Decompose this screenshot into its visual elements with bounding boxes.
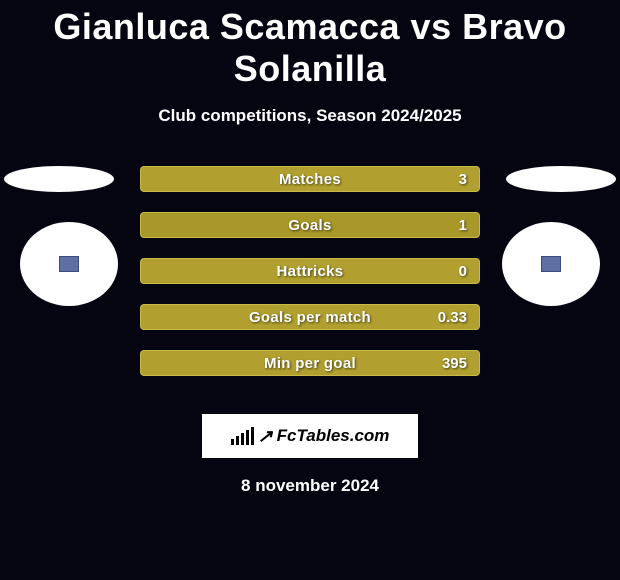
stat-value: 0.33	[438, 305, 467, 329]
stat-label: Matches	[141, 167, 479, 191]
logo-arrow-icon: ↗	[258, 426, 273, 447]
fctables-logo: ↗ FcTables.com	[202, 414, 418, 458]
stat-bar: Hattricks0	[140, 258, 480, 284]
date-label: 8 november 2024	[0, 476, 620, 496]
player-right-avatar	[502, 222, 600, 306]
stat-label: Min per goal	[141, 351, 479, 375]
stat-value: 0	[459, 259, 467, 283]
stat-value: 3	[459, 167, 467, 191]
placeholder-icon	[59, 256, 79, 272]
stat-value: 1	[459, 213, 467, 237]
page-title: Gianluca Scamacca vs Bravo Solanilla	[0, 0, 620, 90]
stat-bar: Matches3	[140, 166, 480, 192]
placeholder-icon	[541, 256, 561, 272]
stat-bar: Min per goal395	[140, 350, 480, 376]
logo-bars-icon	[231, 427, 254, 445]
stat-value: 395	[442, 351, 467, 375]
stat-label: Goals per match	[141, 305, 479, 329]
stats-bars: Matches3Goals1Hattricks0Goals per match0…	[140, 166, 480, 376]
stat-bar: Goals1	[140, 212, 480, 238]
player-left-base-ellipse	[4, 166, 114, 192]
compare-area: Matches3Goals1Hattricks0Goals per match0…	[0, 166, 620, 396]
stat-label: Goals	[141, 213, 479, 237]
subtitle: Club competitions, Season 2024/2025	[0, 106, 620, 126]
stat-label: Hattricks	[141, 259, 479, 283]
stat-bar: Goals per match0.33	[140, 304, 480, 330]
player-right-base-ellipse	[506, 166, 616, 192]
logo-text: FcTables.com	[277, 426, 390, 446]
player-left-avatar	[20, 222, 118, 306]
